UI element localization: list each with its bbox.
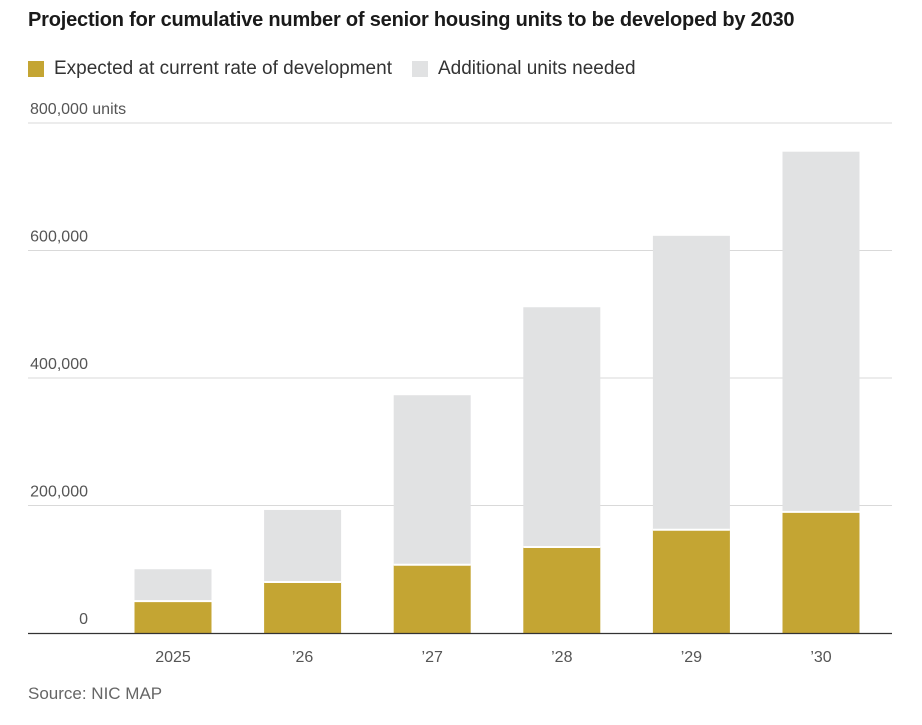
bar-segment-additional — [523, 307, 601, 547]
x-tick-label: 2025 — [155, 649, 191, 666]
x-tick-label: ’26 — [292, 649, 313, 666]
bar-segment-additional — [782, 151, 860, 512]
chart-title: Projection for cumulative number of seni… — [28, 9, 795, 31]
legend-label-additional: Additional units needed — [437, 58, 636, 79]
x-tick-label: ’29 — [681, 649, 702, 666]
bar-segment-additional — [134, 569, 212, 602]
stacked-bar-chart: 0 200,000 400,000 600,000 800,000 units 2025… — [28, 101, 892, 666]
y-tick-label: 800,000 units — [30, 101, 126, 118]
source-note: Source: NIC MAP — [28, 684, 163, 703]
legend-item-additional: Additional units needed — [411, 58, 636, 80]
y-tick-label: 0 — [79, 611, 88, 628]
legend-item-expected: Expected at current rate of development — [28, 58, 392, 80]
legend: Expected at current rate of development … — [28, 58, 656, 80]
y-tick-label: 400,000 — [30, 356, 88, 373]
x-tick-label: ’30 — [810, 649, 831, 666]
legend-label-expected: Expected at current rate of development — [54, 58, 392, 79]
bar-segment-expected — [264, 582, 342, 633]
bar-segment-additional — [393, 395, 471, 565]
bar-segment-expected — [782, 511, 860, 633]
legend-swatch-expected — [28, 61, 44, 77]
bar-segment-expected — [393, 564, 471, 633]
legend-swatch-additional — [411, 61, 428, 77]
y-tick-label: 600,000 — [30, 229, 88, 246]
bar-segment-expected — [652, 529, 730, 633]
x-tick-label: ’28 — [551, 649, 572, 666]
bar-segment-expected — [134, 601, 212, 633]
bar-segment-additional — [652, 235, 730, 530]
bar-segment-additional — [264, 509, 342, 582]
x-tick-label: ’27 — [422, 649, 443, 666]
y-tick-label: 200,000 — [30, 484, 88, 501]
bar-segment-expected — [523, 546, 601, 633]
